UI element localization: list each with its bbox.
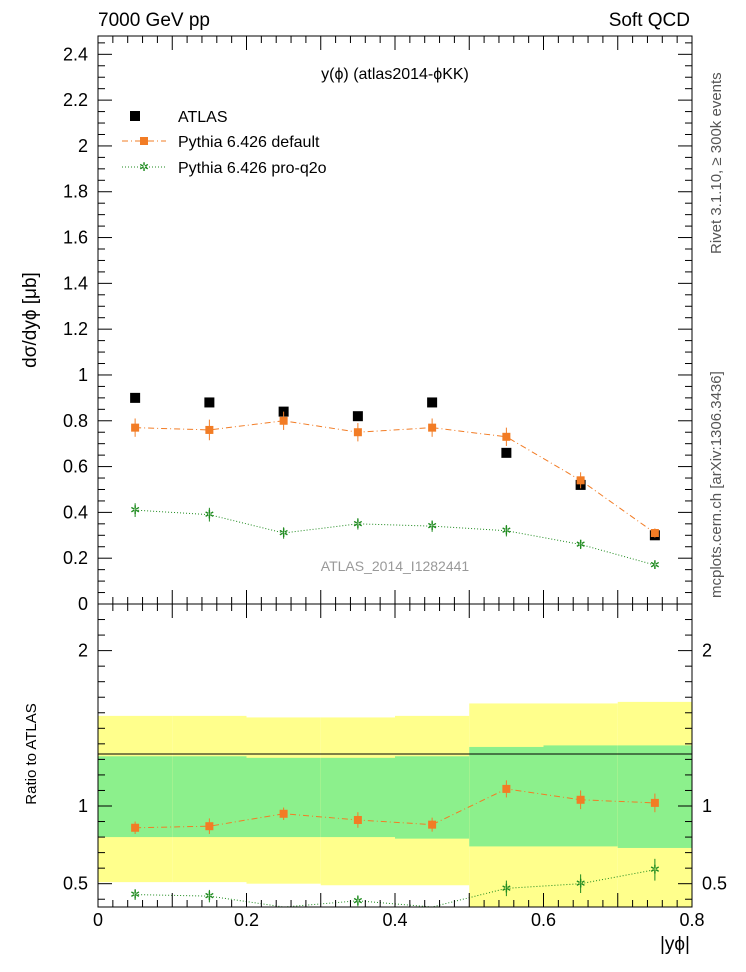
ratio-pythia-default-point <box>428 820 437 829</box>
main-pythia-default-point <box>502 432 511 441</box>
legend-default-label: Pythia 6.426 default <box>178 134 320 151</box>
main-pythia-proq2o-point: ✲ <box>427 519 437 533</box>
ratio-uncertainty-bands <box>98 701 692 907</box>
main-y-axis-label: dσ/dyϕ [μb] <box>20 272 41 368</box>
main-atlas-point <box>427 397 438 408</box>
side-label-rivet: Rivet 3.1.10, ≥ 300k events <box>708 72 725 254</box>
tick-label: 0.5 <box>702 874 727 894</box>
legend-proq2o-label: Pythia 6.426 pro-q2o <box>178 160 327 177</box>
main-atlas-point <box>204 397 215 408</box>
tick-label: 2 <box>702 641 712 661</box>
side-label-mcplots: mcplots.cern.ch [arXiv:1306.3436] <box>708 371 725 598</box>
ratio-pythia-default-point <box>353 815 362 824</box>
main-pythia-default-point <box>353 428 362 437</box>
main-pythia-proq2o-point: ✲ <box>279 526 289 540</box>
tick-label: 1 <box>78 796 88 816</box>
x-axis-label: |yϕ| <box>660 934 690 955</box>
tick-label: 0.8 <box>679 910 704 930</box>
ratio-pythia-proq2o-point: ✲ <box>576 877 586 891</box>
ratio-pythia-default-point <box>576 795 585 804</box>
tick-label: 1.8 <box>63 182 88 202</box>
ratio-pythia-proq2o-point: ✲ <box>204 889 214 903</box>
main-atlas-point <box>352 411 363 422</box>
main-pythia-default-point <box>428 423 437 432</box>
ratio-pythia-default-point <box>650 798 659 807</box>
legend-proq2o-marker: ✲ <box>139 160 149 174</box>
ratio-band-green <box>246 757 321 838</box>
tick-label: 2 <box>78 136 88 156</box>
legend-default-marker <box>140 137 148 145</box>
tick-label: 0.2 <box>63 548 88 568</box>
ratio-pythia-default-point <box>279 809 288 818</box>
main-atlas-point <box>130 392 141 403</box>
main-pythia-default-point <box>650 529 659 537</box>
data-markers: ✲ ✲ ✲ ✲ ✲ ✲ ✲ ✲ ✲ ✲ ✲ ✲ ✲ ✲ <box>130 392 660 908</box>
tick-label: 0.4 <box>63 502 88 522</box>
tick-label: 1 <box>702 796 712 816</box>
tick-label: 0.4 <box>382 910 407 930</box>
tick-label: 1.4 <box>63 273 88 293</box>
ratio-pythia-proq2o-point: ✲ <box>501 881 511 895</box>
ratio-pythia-default-point <box>131 823 140 832</box>
ratio-pythia-proq2o-point: ✲ <box>130 888 140 902</box>
main-pythia-default-point <box>205 425 214 434</box>
tick-label: 0.6 <box>63 457 88 477</box>
header-right: Soft QCD <box>608 10 690 31</box>
tick-label: 1 <box>78 365 88 385</box>
main-pythia-default-point <box>576 476 585 485</box>
chart-title: y(ϕ) (atlas2014-ϕKK) <box>321 66 469 83</box>
main-pythia-proq2o-point: ✲ <box>576 537 586 551</box>
legend-atlas-marker <box>130 111 140 121</box>
main-atlas-point <box>501 447 512 458</box>
main-pythia-proq2o-point: ✲ <box>353 517 363 531</box>
legend-atlas-label: ATLAS <box>178 109 228 126</box>
tick-label: 2.2 <box>63 90 88 110</box>
tick-label: 0.5 <box>63 874 88 894</box>
tick-label: 1.6 <box>63 228 88 248</box>
ratio-pythia-default-point <box>205 822 214 831</box>
watermark: ATLAS_2014_I1282441 <box>321 558 470 574</box>
main-pythia-proq2o-point: ✲ <box>204 508 214 522</box>
header-left: 7000 GeV pp <box>98 10 210 31</box>
axis-ticks <box>97 36 693 907</box>
ratio-pythia-proq2o-point: ✲ <box>353 894 363 908</box>
main-pythia-default-point <box>131 423 140 432</box>
tick-label: 0.2 <box>234 910 259 930</box>
ratio-pythia-default-line <box>135 788 655 829</box>
ratio-y-axis-label: Ratio to ATLAS <box>23 703 40 804</box>
main-pythia-default-line <box>135 420 656 534</box>
main-pythia-proq2o-point: ✲ <box>130 503 140 517</box>
tick-label: 0.6 <box>531 910 556 930</box>
tick-label: 2.4 <box>63 44 88 64</box>
tick-labels: 0 0.2 0.4 0.6 0.8 1 1.2 1.4 1.6 1.8 2 2.2 2.4 0.5 0.5 1… <box>63 44 727 930</box>
tick-label: 0.8 <box>63 411 88 431</box>
legend: ATLAS Pythia 6.426 default ✲ Pythia 6.42… <box>122 109 327 177</box>
main-pythia-default-point <box>279 416 288 425</box>
tick-label: 0 <box>93 910 103 930</box>
ratio-pythia-proq2o-point: ✲ <box>650 863 660 877</box>
tick-label: 0 <box>78 594 88 614</box>
main-pythia-proq2o-point: ✲ <box>501 524 511 538</box>
main-pythia-proq2o-point: ✲ <box>650 558 660 572</box>
ratio-pythia-default-point <box>502 784 511 793</box>
tick-label: 1.2 <box>63 319 88 339</box>
tick-label: 2 <box>78 641 88 661</box>
main-pythia-proq2o-line <box>135 509 656 566</box>
